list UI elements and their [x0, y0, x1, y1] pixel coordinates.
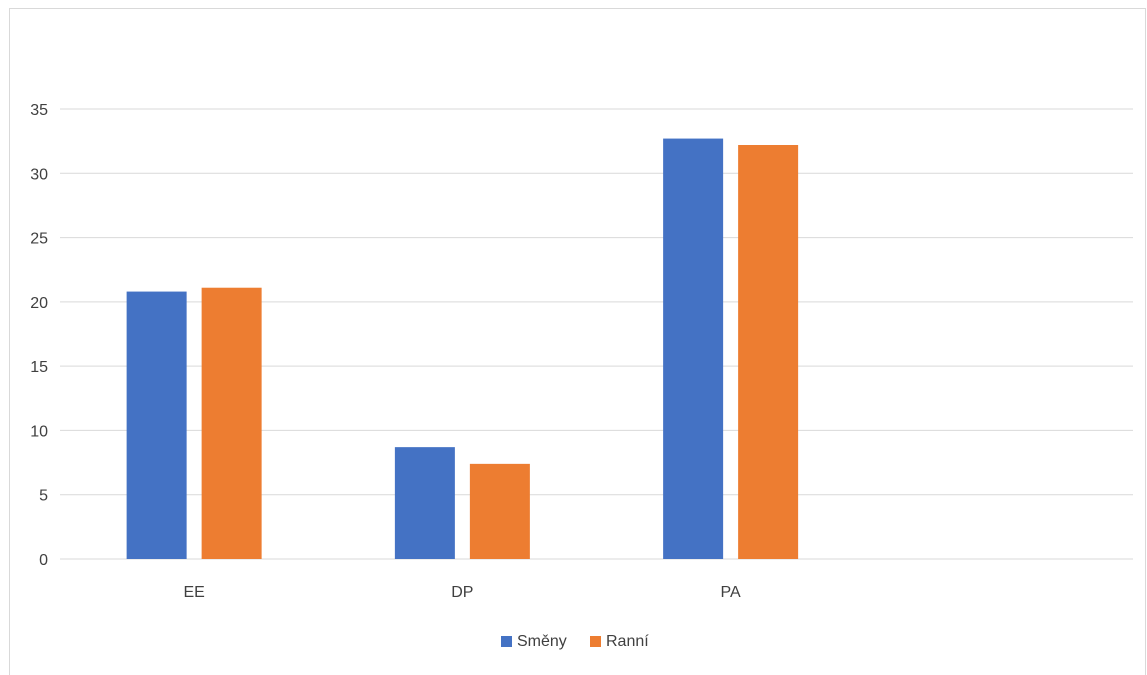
legend-label: Směny	[517, 633, 567, 650]
chart-frame	[9, 8, 1146, 675]
bar	[469, 463, 530, 559]
x-tick-label: PA	[721, 584, 741, 601]
bar	[201, 287, 262, 559]
x-axis-ticks: EE DP PA	[183, 584, 741, 601]
y-axis-ticks: 0 5 10 15 20 25 30 35	[30, 102, 48, 569]
bar	[738, 145, 799, 559]
x-tick-label: EE	[183, 584, 204, 601]
y-tick-label: 30	[30, 166, 48, 183]
y-tick-label: 15	[30, 359, 48, 376]
bar	[126, 291, 187, 559]
y-tick-label: 35	[30, 102, 48, 119]
legend-swatch	[501, 636, 512, 647]
legend-swatch	[590, 636, 601, 647]
x-tick-label: DP	[451, 584, 473, 601]
legend: Směny Ranní	[501, 633, 649, 650]
bar	[663, 138, 724, 560]
legend-label: Ranní	[606, 633, 649, 650]
y-tick-label: 5	[39, 488, 48, 505]
bars	[126, 138, 799, 560]
y-tick-label: 25	[30, 231, 48, 248]
bar	[394, 447, 455, 559]
y-tick-label: 10	[30, 423, 48, 440]
y-tick-label: 0	[39, 552, 48, 569]
y-tick-label: 20	[30, 295, 48, 312]
